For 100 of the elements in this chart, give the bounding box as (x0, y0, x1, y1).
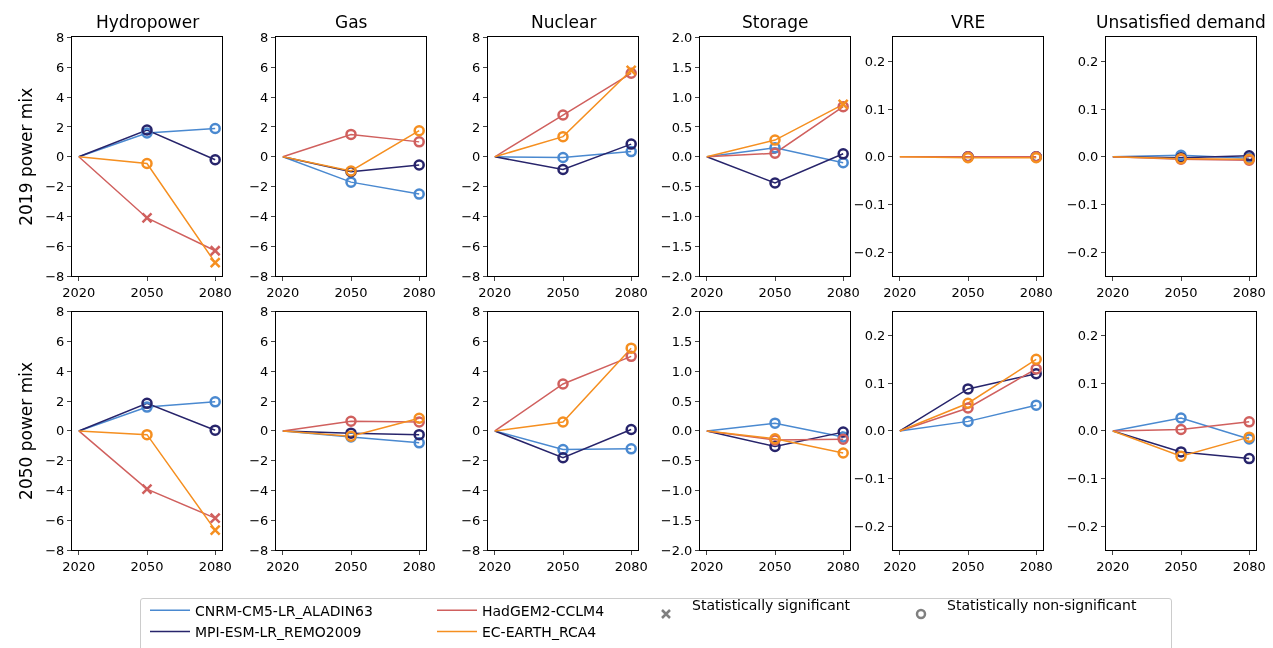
y-tick-label: −2 (461, 453, 481, 469)
x-tick-label: 2080 (614, 558, 648, 574)
x-tick-label: 2050 (334, 558, 368, 574)
x-tick-label: 2020 (266, 284, 300, 300)
x-tick-label: 2020 (883, 284, 917, 300)
x-tick-label: 2050 (546, 558, 580, 574)
legend-label: HadGEM2-CCLM4 (482, 602, 605, 619)
y-tick-label: −6 (249, 512, 269, 528)
y-tick-label: 1.0 (671, 363, 693, 379)
y-tick-label: 6 (472, 333, 481, 349)
y-tick-label: 0.1 (864, 101, 886, 117)
x-tick-label: 2020 (690, 558, 724, 574)
y-tick-label: 1.0 (671, 89, 693, 105)
x-tick-label: 2080 (826, 284, 860, 300)
y-tick-label: −2 (249, 179, 269, 195)
y-tick-label: 2 (472, 393, 481, 409)
x-tick-label: 2080 (402, 558, 436, 574)
x-tick-label: 2020 (1096, 558, 1130, 574)
x-tick-label: 2020 (478, 558, 512, 574)
legend-label: CNRM-CM5-LR_ALADIN63 (195, 602, 373, 619)
y-tick-label: 0 (260, 149, 269, 165)
y-tick-label: 2 (56, 393, 65, 409)
x-tick-label: 2080 (1232, 284, 1266, 300)
y-tick-label: 6 (472, 59, 481, 75)
y-tick-label: −1.0 (660, 483, 693, 499)
x-tick-label: 2020 (690, 284, 724, 300)
x-tick-label: 2050 (758, 558, 792, 574)
y-tick-label: −6 (45, 238, 65, 254)
y-tick-label: 1.5 (671, 59, 693, 75)
y-tick-label: −6 (45, 512, 65, 528)
y-tick-label: −6 (461, 512, 481, 528)
x-tick-label: 2020 (478, 284, 512, 300)
y-tick-label: 4 (472, 89, 481, 105)
y-tick-label: −2 (45, 453, 65, 469)
x-tick-label: 2080 (402, 284, 436, 300)
x-tick-label: 2050 (130, 558, 164, 574)
y-tick-label: −2 (461, 179, 481, 195)
y-tick-label: 0.0 (864, 423, 886, 439)
y-tick-label: 6 (56, 59, 65, 75)
y-tick-label: 0.1 (864, 375, 886, 391)
y-tick-label: 4 (472, 363, 481, 379)
y-tick-label: −0.2 (1066, 244, 1099, 260)
y-tick-label: −6 (249, 238, 269, 254)
legend-label: EC-EARTH_RCA4 (482, 623, 597, 640)
y-tick-label: −0.1 (853, 471, 886, 487)
x-tick-label: 2050 (130, 284, 164, 300)
x-tick-label: 2080 (198, 558, 232, 574)
y-tick-label: 0 (56, 149, 65, 165)
y-tick-label: 2 (56, 119, 65, 135)
y-tick-label: 4 (56, 363, 65, 379)
y-tick-label: 0.1 (1077, 101, 1099, 117)
y-tick-label: 0 (472, 149, 481, 165)
x-tick-label: 2080 (1232, 558, 1266, 574)
y-tick-label: 6 (260, 59, 269, 75)
chart-title: Hydropower (96, 12, 200, 32)
text: Statistically non-significant (947, 597, 1137, 613)
chart-title: Unsatisfied demand (1096, 12, 1266, 32)
y-tick-label: −4 (249, 483, 269, 499)
y-tick-label: 8 (472, 30, 481, 46)
y-tick-label: 2 (260, 119, 269, 135)
y-tick-label: 8 (56, 304, 65, 320)
y-tick-label: 8 (472, 304, 481, 320)
y-tick-label: 0.0 (1077, 149, 1099, 165)
y-tick-label: −2 (45, 179, 65, 195)
y-tick-label: 2.0 (671, 30, 693, 46)
y-tick-label: 0.0 (864, 149, 886, 165)
y-tick-label: −4 (249, 209, 269, 224)
y-tick-label: −2 (249, 453, 269, 469)
y-tick-label: −0.1 (1066, 471, 1099, 487)
y-tick-label: −8 (45, 268, 65, 284)
y-tick-label: −4 (461, 209, 481, 224)
y-tick-label: 8 (260, 30, 269, 46)
y-tick-label: 6 (260, 333, 269, 349)
y-tick-label: 4 (260, 89, 269, 105)
y-tick-label: 2 (472, 119, 481, 135)
y-axis-title: 2019 power mix (15, 87, 36, 226)
y-tick-label: 0.2 (864, 328, 886, 344)
y-tick-label: −2.0 (660, 542, 693, 558)
x-tick-label: 2020 (62, 558, 96, 574)
y-tick-label: 0 (472, 423, 481, 439)
y-tick-label: −8 (249, 268, 269, 284)
x-tick-label: 2080 (1019, 558, 1053, 574)
y-tick-label: 8 (260, 304, 269, 320)
y-tick-label: 8 (56, 30, 65, 46)
x-tick-label: 2050 (1164, 558, 1198, 574)
y-tick-label: 2 (260, 393, 269, 409)
y-tick-label: −0.2 (1066, 518, 1099, 534)
y-tick-label: 0.0 (671, 149, 693, 165)
y-tick-label: −8 (461, 268, 481, 284)
y-tick-label: −4 (45, 209, 65, 224)
y-tick-label: −1.5 (660, 238, 693, 254)
x-tick-label: 2080 (1019, 284, 1053, 300)
y-tick-label: −0.5 (660, 179, 693, 195)
x-tick-label: 2080 (614, 284, 648, 300)
y-tick-label: 0.1 (1077, 375, 1099, 391)
x-tick-label: 2050 (546, 284, 580, 300)
y-tick-label: 0.2 (1077, 328, 1099, 344)
chart-title: Gas (335, 12, 368, 32)
y-tick-label: −0.2 (853, 244, 886, 260)
y-tick-label: 2.0 (671, 304, 693, 320)
